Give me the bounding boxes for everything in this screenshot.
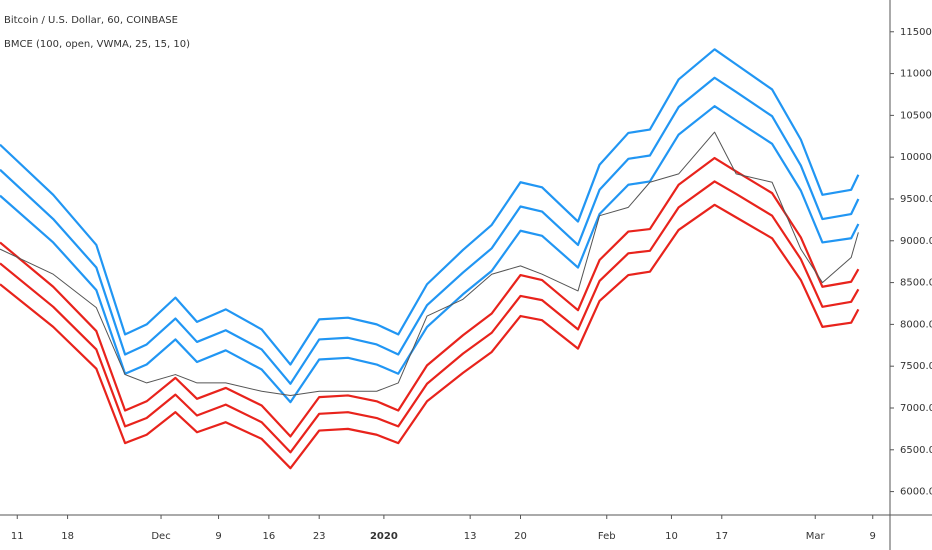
x-tick-label: Mar — [806, 531, 826, 542]
y-tick-label: 8500.00 — [900, 278, 932, 289]
y-tick-label: 8000.00 — [900, 319, 932, 330]
y-tick-label: 11500.00 — [900, 27, 932, 38]
x-tick-label: 23 — [313, 531, 326, 542]
x-tick-label: 9 — [870, 531, 876, 542]
x-tick-label: Feb — [598, 531, 616, 542]
y-tick-label: 11000.00 — [900, 69, 932, 80]
series-line — [0, 105, 860, 404]
y-tick-label: 9000.00 — [900, 236, 932, 247]
y-tick-label: 6000.00 — [900, 487, 932, 498]
x-tick-label: 11 — [11, 531, 24, 542]
y-tick-label: 10000.00 — [900, 152, 932, 163]
x-tick-label: 17 — [715, 531, 728, 542]
x-tick-label: 10 — [665, 531, 678, 542]
x-tick-label: Dec — [151, 531, 170, 542]
indicator-label: BMCE (100, open, VWMA, 25, 15, 10) — [4, 39, 190, 50]
y-tick-label: 10500.00 — [900, 110, 932, 121]
series-line — [0, 203, 860, 470]
y-tick-label: 9500.00 — [900, 194, 932, 205]
series-line — [0, 180, 860, 454]
x-tick-label: 16 — [263, 531, 276, 542]
chart-title: Bitcoin / U.S. Dollar, 60, COINBASE — [4, 15, 178, 26]
series-line — [0, 76, 860, 385]
x-tick-label: 2020 — [370, 531, 398, 542]
y-tick-label: 6500.00 — [900, 445, 932, 456]
x-tick-label: 9 — [215, 531, 221, 542]
series-line — [0, 131, 859, 396]
x-tick-label: 18 — [61, 531, 74, 542]
x-tick-label: 20 — [514, 531, 527, 542]
x-tick-label: 13 — [464, 531, 477, 542]
y-tick-label: 7500.00 — [900, 361, 932, 372]
series-line — [0, 48, 860, 366]
series-line — [0, 156, 860, 438]
y-tick-label: 7000.00 — [900, 403, 932, 414]
